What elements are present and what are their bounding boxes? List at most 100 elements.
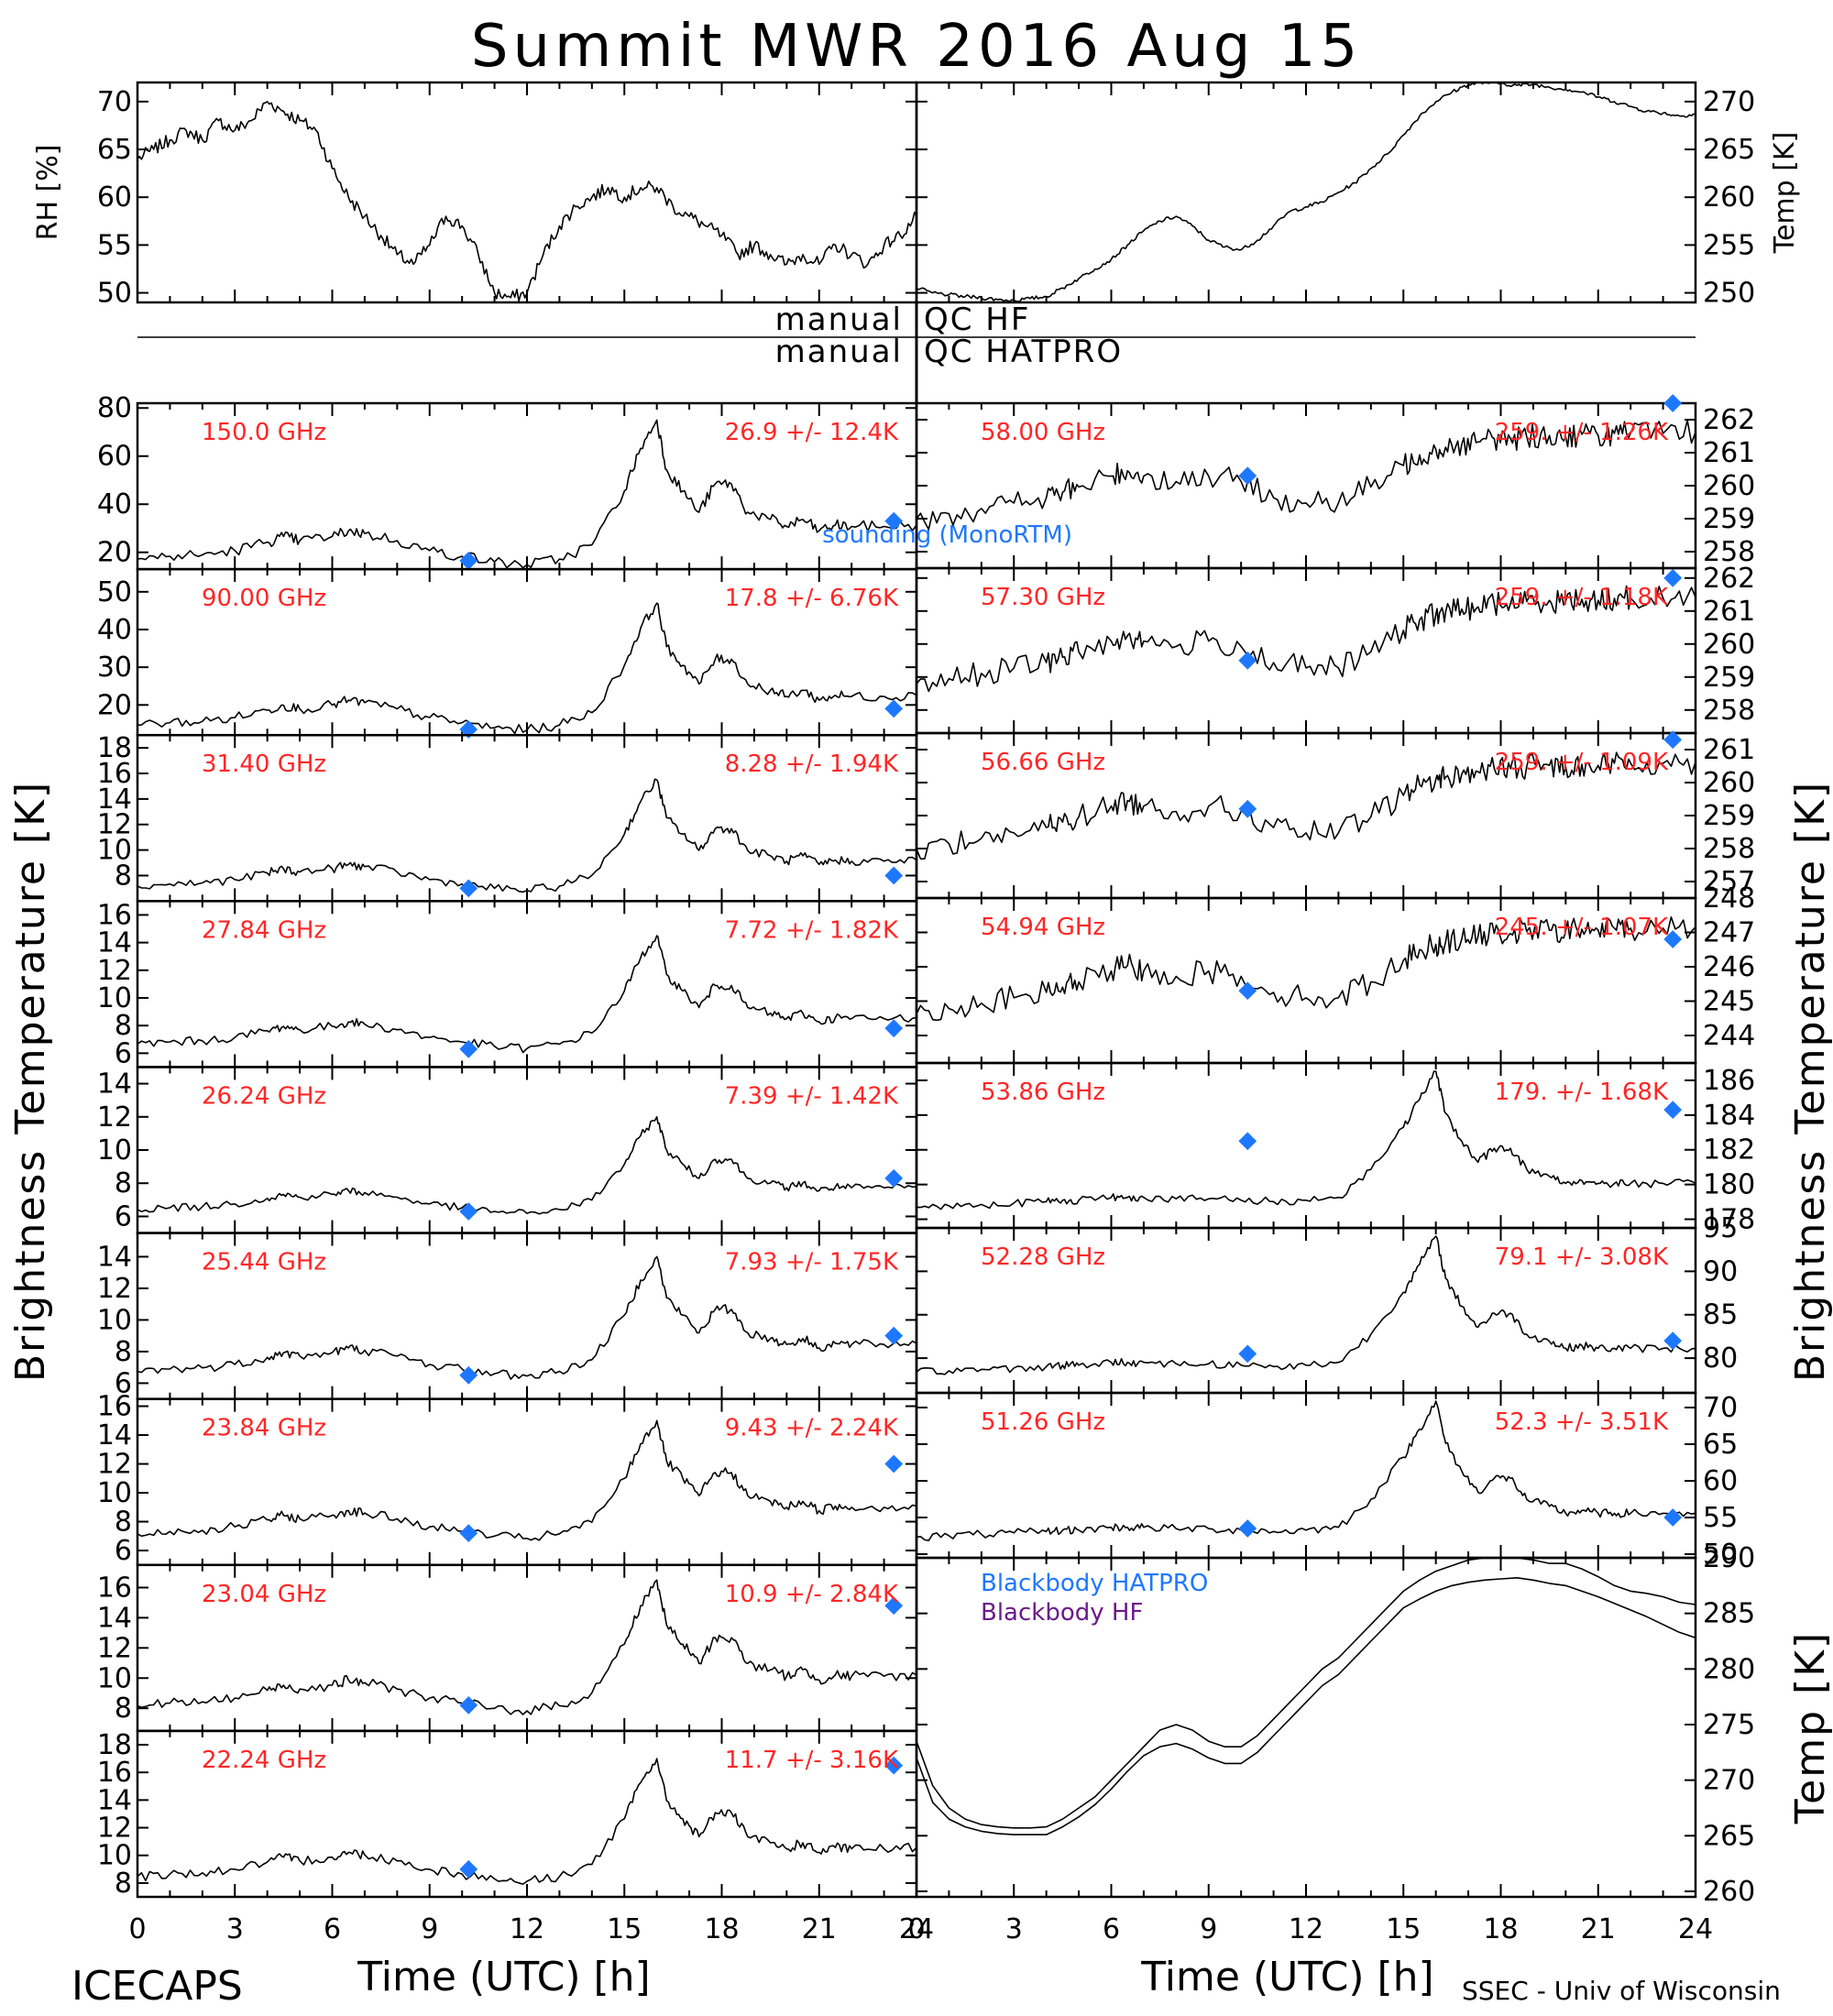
legend-bb-hf: Blackbody HF	[981, 1599, 1143, 1627]
sounding-point	[1238, 1344, 1257, 1364]
brightness-temp-trace	[137, 602, 917, 735]
brightness-temp-trace	[137, 778, 917, 893]
brightness-temp-trace	[916, 1400, 1696, 1541]
blackbody-trace	[916, 1557, 1696, 1829]
y-tick-label: 16	[97, 1391, 132, 1423]
x-tick-label: 21	[1581, 1913, 1616, 1945]
qc-hatpro-manual: manual	[775, 334, 903, 370]
sounding-point	[884, 511, 904, 531]
y-tick-label: 265	[1703, 134, 1755, 166]
qc-hf-manual: manual	[775, 301, 903, 338]
y-tick-label: 270	[1703, 1765, 1755, 1797]
y-tick-label: 244	[1703, 1020, 1755, 1052]
x-tick-label: 3	[1005, 1913, 1023, 1945]
y-tick-label: 70	[1703, 1392, 1738, 1424]
y-tick-label: 10	[97, 1840, 132, 1872]
x-tick-label: 15	[607, 1913, 642, 1945]
brightness-temp-trace	[916, 419, 1696, 531]
x-tick-label: 6	[324, 1913, 341, 1945]
y-tick-label: 182	[1703, 1134, 1755, 1167]
y-tick-label: 50	[97, 278, 132, 310]
channel-statistic: 26.9 +/- 12.4K	[725, 419, 899, 446]
x-tick-label: 24	[899, 1913, 934, 1945]
blackbody-ylabel: Temp [K]	[1787, 1631, 1833, 1824]
channel-statistic: 7.72 +/- 1.82K	[725, 916, 899, 944]
y-tick-label: 6	[115, 1200, 132, 1233]
y-tick-label: 14	[97, 1784, 132, 1816]
sounding-point	[1238, 1519, 1257, 1538]
sounding-point	[459, 1365, 478, 1385]
channel-statistic: 7.93 +/- 1.75K	[725, 1249, 899, 1276]
y-tick-label: 50	[97, 576, 132, 608]
channel-frequency: 57.30 GHz	[981, 584, 1105, 611]
y-tick-label: 180	[1703, 1169, 1755, 1201]
x-tick-label: 9	[1200, 1913, 1217, 1945]
y-tick-label: 40	[97, 488, 132, 520]
y-tick-label: 14	[97, 1602, 132, 1634]
channel-frequency: 25.44 GHz	[202, 1249, 326, 1276]
y-tick-label: 16	[97, 1572, 132, 1604]
brightness-temp-trace	[916, 916, 1696, 1022]
y-tick-label: 12	[97, 1632, 132, 1664]
y-tick-label: 80	[97, 392, 132, 424]
y-tick-label: 258	[1703, 536, 1755, 568]
channel-statistic: 7.39 +/- 1.42K	[725, 1082, 899, 1110]
sounding-point	[884, 699, 904, 718]
sounding-point	[1663, 568, 1683, 587]
sounding-point	[884, 1596, 904, 1616]
sounding-point	[1663, 930, 1683, 948]
y-tick-label: 8	[115, 860, 132, 892]
y-tick-label: 12	[97, 1813, 132, 1845]
y-tick-label: 14	[97, 1419, 132, 1452]
y-tick-label: 40	[97, 614, 132, 646]
y-tick-label: 261	[1703, 437, 1755, 469]
y-tick-label: 14	[97, 927, 132, 959]
sounding-point	[459, 879, 478, 898]
channel-statistic: 11.7 +/- 3.16K	[725, 1747, 899, 1774]
y-tick-label: 178	[1703, 1204, 1755, 1236]
y-tick-label: 260	[1703, 767, 1755, 799]
sounding-point	[459, 1524, 478, 1543]
y-tick-label: 260	[1703, 181, 1755, 214]
channel-frequency: 23.84 GHz	[202, 1415, 326, 1442]
x-tick-label: 0	[128, 1913, 146, 1945]
y-tick-label: 8	[115, 1507, 132, 1539]
y-tick-label: 10	[97, 1134, 132, 1167]
x-tick-label: 21	[802, 1913, 837, 1945]
y-tick-label: 8	[115, 1010, 132, 1042]
y-tick-label: 10	[97, 1477, 132, 1509]
channel-statistic: 259. +/- 1.26K	[1495, 419, 1669, 446]
sounding-point	[459, 1859, 478, 1879]
channel-frequency: 31.40 GHz	[202, 751, 326, 778]
y-tick-label: 30	[97, 652, 132, 684]
channel-statistic: 8.28 +/- 1.94K	[725, 751, 899, 778]
y-tick-label: 8	[115, 1693, 132, 1725]
channel-frequency: 26.24 GHz	[202, 1082, 326, 1110]
rh-panel	[136, 81, 918, 304]
channel-frequency: 23.04 GHz	[202, 1581, 326, 1608]
y-tick-label: 16	[97, 899, 132, 931]
brightness-temp-trace	[137, 1116, 916, 1215]
channel-frequency: 58.00 GHz	[981, 419, 1105, 446]
y-tick-label: 246	[1703, 951, 1755, 983]
y-tick-label: 259	[1703, 503, 1755, 535]
y-tick-label: 6	[115, 1037, 132, 1069]
brightness-temp-trace	[137, 935, 917, 1054]
y-tick-label: 14	[97, 1241, 132, 1273]
y-tick-label: 85	[1703, 1299, 1738, 1331]
right-axis-label: Brightness Temperature [K]	[1787, 781, 1833, 1382]
channel-statistic: 259. +/- 1.18K	[1495, 584, 1669, 611]
sounding-point	[459, 1202, 478, 1221]
brightness-temp-trace	[916, 751, 1696, 860]
channel-frequency: 53.86 GHz	[981, 1079, 1105, 1106]
y-tick-label: 259	[1703, 662, 1755, 694]
y-tick-label: 10	[97, 1304, 132, 1336]
y-tick-label: 260	[1703, 629, 1755, 661]
y-tick-label: 258	[1703, 833, 1755, 865]
channel-frequency: 22.24 GHz	[202, 1747, 326, 1774]
y-tick-label: 65	[1703, 1429, 1738, 1461]
y-tick-label: 20	[97, 689, 132, 721]
y-tick-label: 255	[1703, 229, 1755, 261]
y-tick-label: 245	[1703, 986, 1755, 1018]
qc-hf-label: QC HF	[924, 301, 1030, 338]
